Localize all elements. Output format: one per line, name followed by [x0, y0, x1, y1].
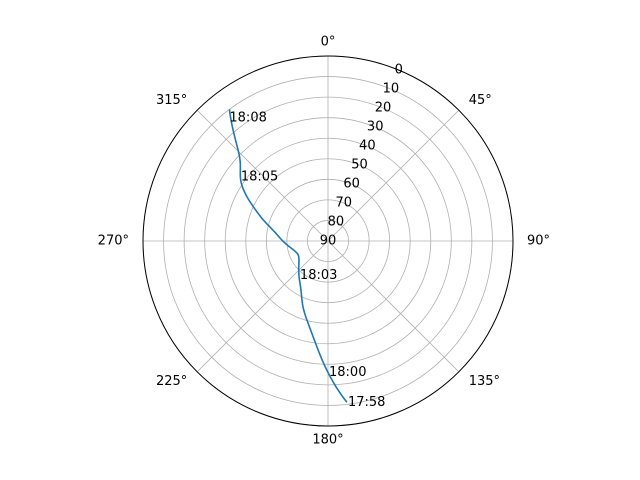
grid-spoke-45	[327, 109, 460, 242]
radial-tick-70: 70	[335, 196, 352, 211]
radial-tick-30: 30	[367, 120, 384, 135]
angle-tick-270: 270°	[98, 234, 129, 249]
angle-tick-225: 225°	[156, 374, 187, 389]
radial-tick-10: 10	[383, 82, 400, 97]
grid-spoke-135	[327, 240, 460, 373]
annotation-18-00: 18:00	[329, 365, 366, 380]
angle-tick-90: 90°	[527, 234, 550, 249]
annotation-18-03: 18:03	[300, 268, 337, 283]
angle-tick-45: 45°	[469, 93, 492, 108]
radial-tick-40: 40	[359, 139, 376, 154]
polar-frame	[142, 55, 514, 427]
angle-tick-135: 135°	[469, 374, 500, 389]
radial-tick-50: 50	[351, 158, 368, 173]
radial-tick-80: 80	[328, 215, 345, 230]
angle-tick-0: 0°	[321, 35, 336, 50]
radial-tick-60: 60	[343, 177, 360, 192]
series-line-0	[228, 109, 348, 403]
annotation-18-08: 18:08	[229, 110, 266, 125]
grid-spoke-225	[196, 240, 329, 373]
radial-tick-90: 90	[320, 234, 337, 249]
radial-tick-20: 20	[375, 101, 392, 116]
angle-tick-315: 315°	[156, 93, 187, 108]
annotation-18-05: 18:05	[241, 169, 278, 184]
annotation-17-58: 17:58	[348, 395, 385, 410]
grid-spoke-315	[196, 109, 329, 242]
grid	[142, 55, 514, 427]
series	[228, 109, 348, 403]
angle-tick-180: 180°	[312, 433, 343, 448]
angle-tick-labels: 0° 45° 90° 135° 180° 225° 270° 315°	[98, 35, 550, 448]
time-annotations: 17:58 18:00 18:03 18:05 18:08	[229, 110, 385, 409]
